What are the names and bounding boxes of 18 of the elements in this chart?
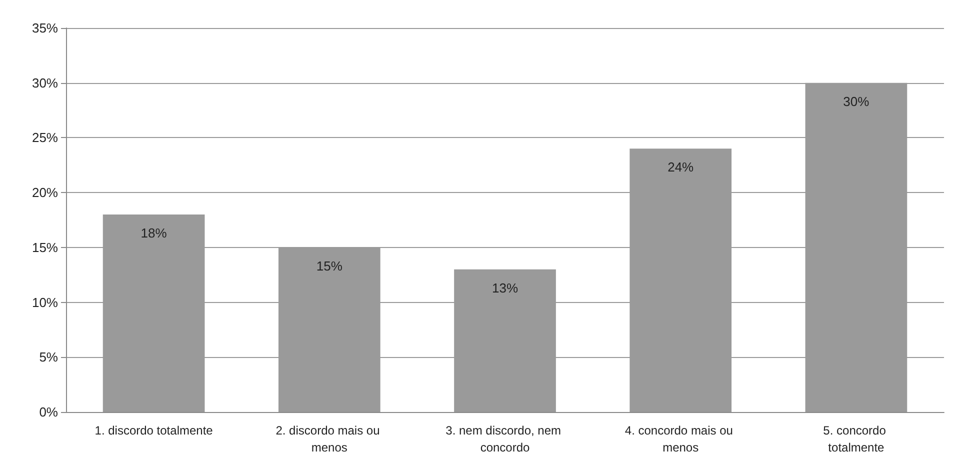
y-tick-label: 5% <box>39 350 58 365</box>
data-label: 15% <box>316 258 343 274</box>
y-tick-label: 35% <box>32 20 58 36</box>
x-tick-label: 5. concordo totalmente <box>823 424 890 454</box>
y-tick-label: 25% <box>32 130 58 146</box>
data-label: 13% <box>492 280 518 296</box>
x-tick-label: 3. nem discordo, nem concordo <box>446 424 564 454</box>
y-tick-label: 10% <box>32 294 58 310</box>
y-tick-label: 15% <box>32 240 58 255</box>
y-tick-label: 0% <box>39 404 58 420</box>
y-tick-label: 30% <box>32 75 58 90</box>
x-tick-label: 4. concordo mais ou menos <box>624 424 736 454</box>
data-label: 30% <box>843 94 870 109</box>
x-tick-label: 2. discordo mais ou menos <box>276 424 384 454</box>
data-label: 18% <box>140 226 168 241</box>
y-tick-label: 20% <box>32 185 58 200</box>
x-tick-label: 1. discordo totalmente <box>94 424 214 438</box>
data-label: 24% <box>668 160 694 175</box>
